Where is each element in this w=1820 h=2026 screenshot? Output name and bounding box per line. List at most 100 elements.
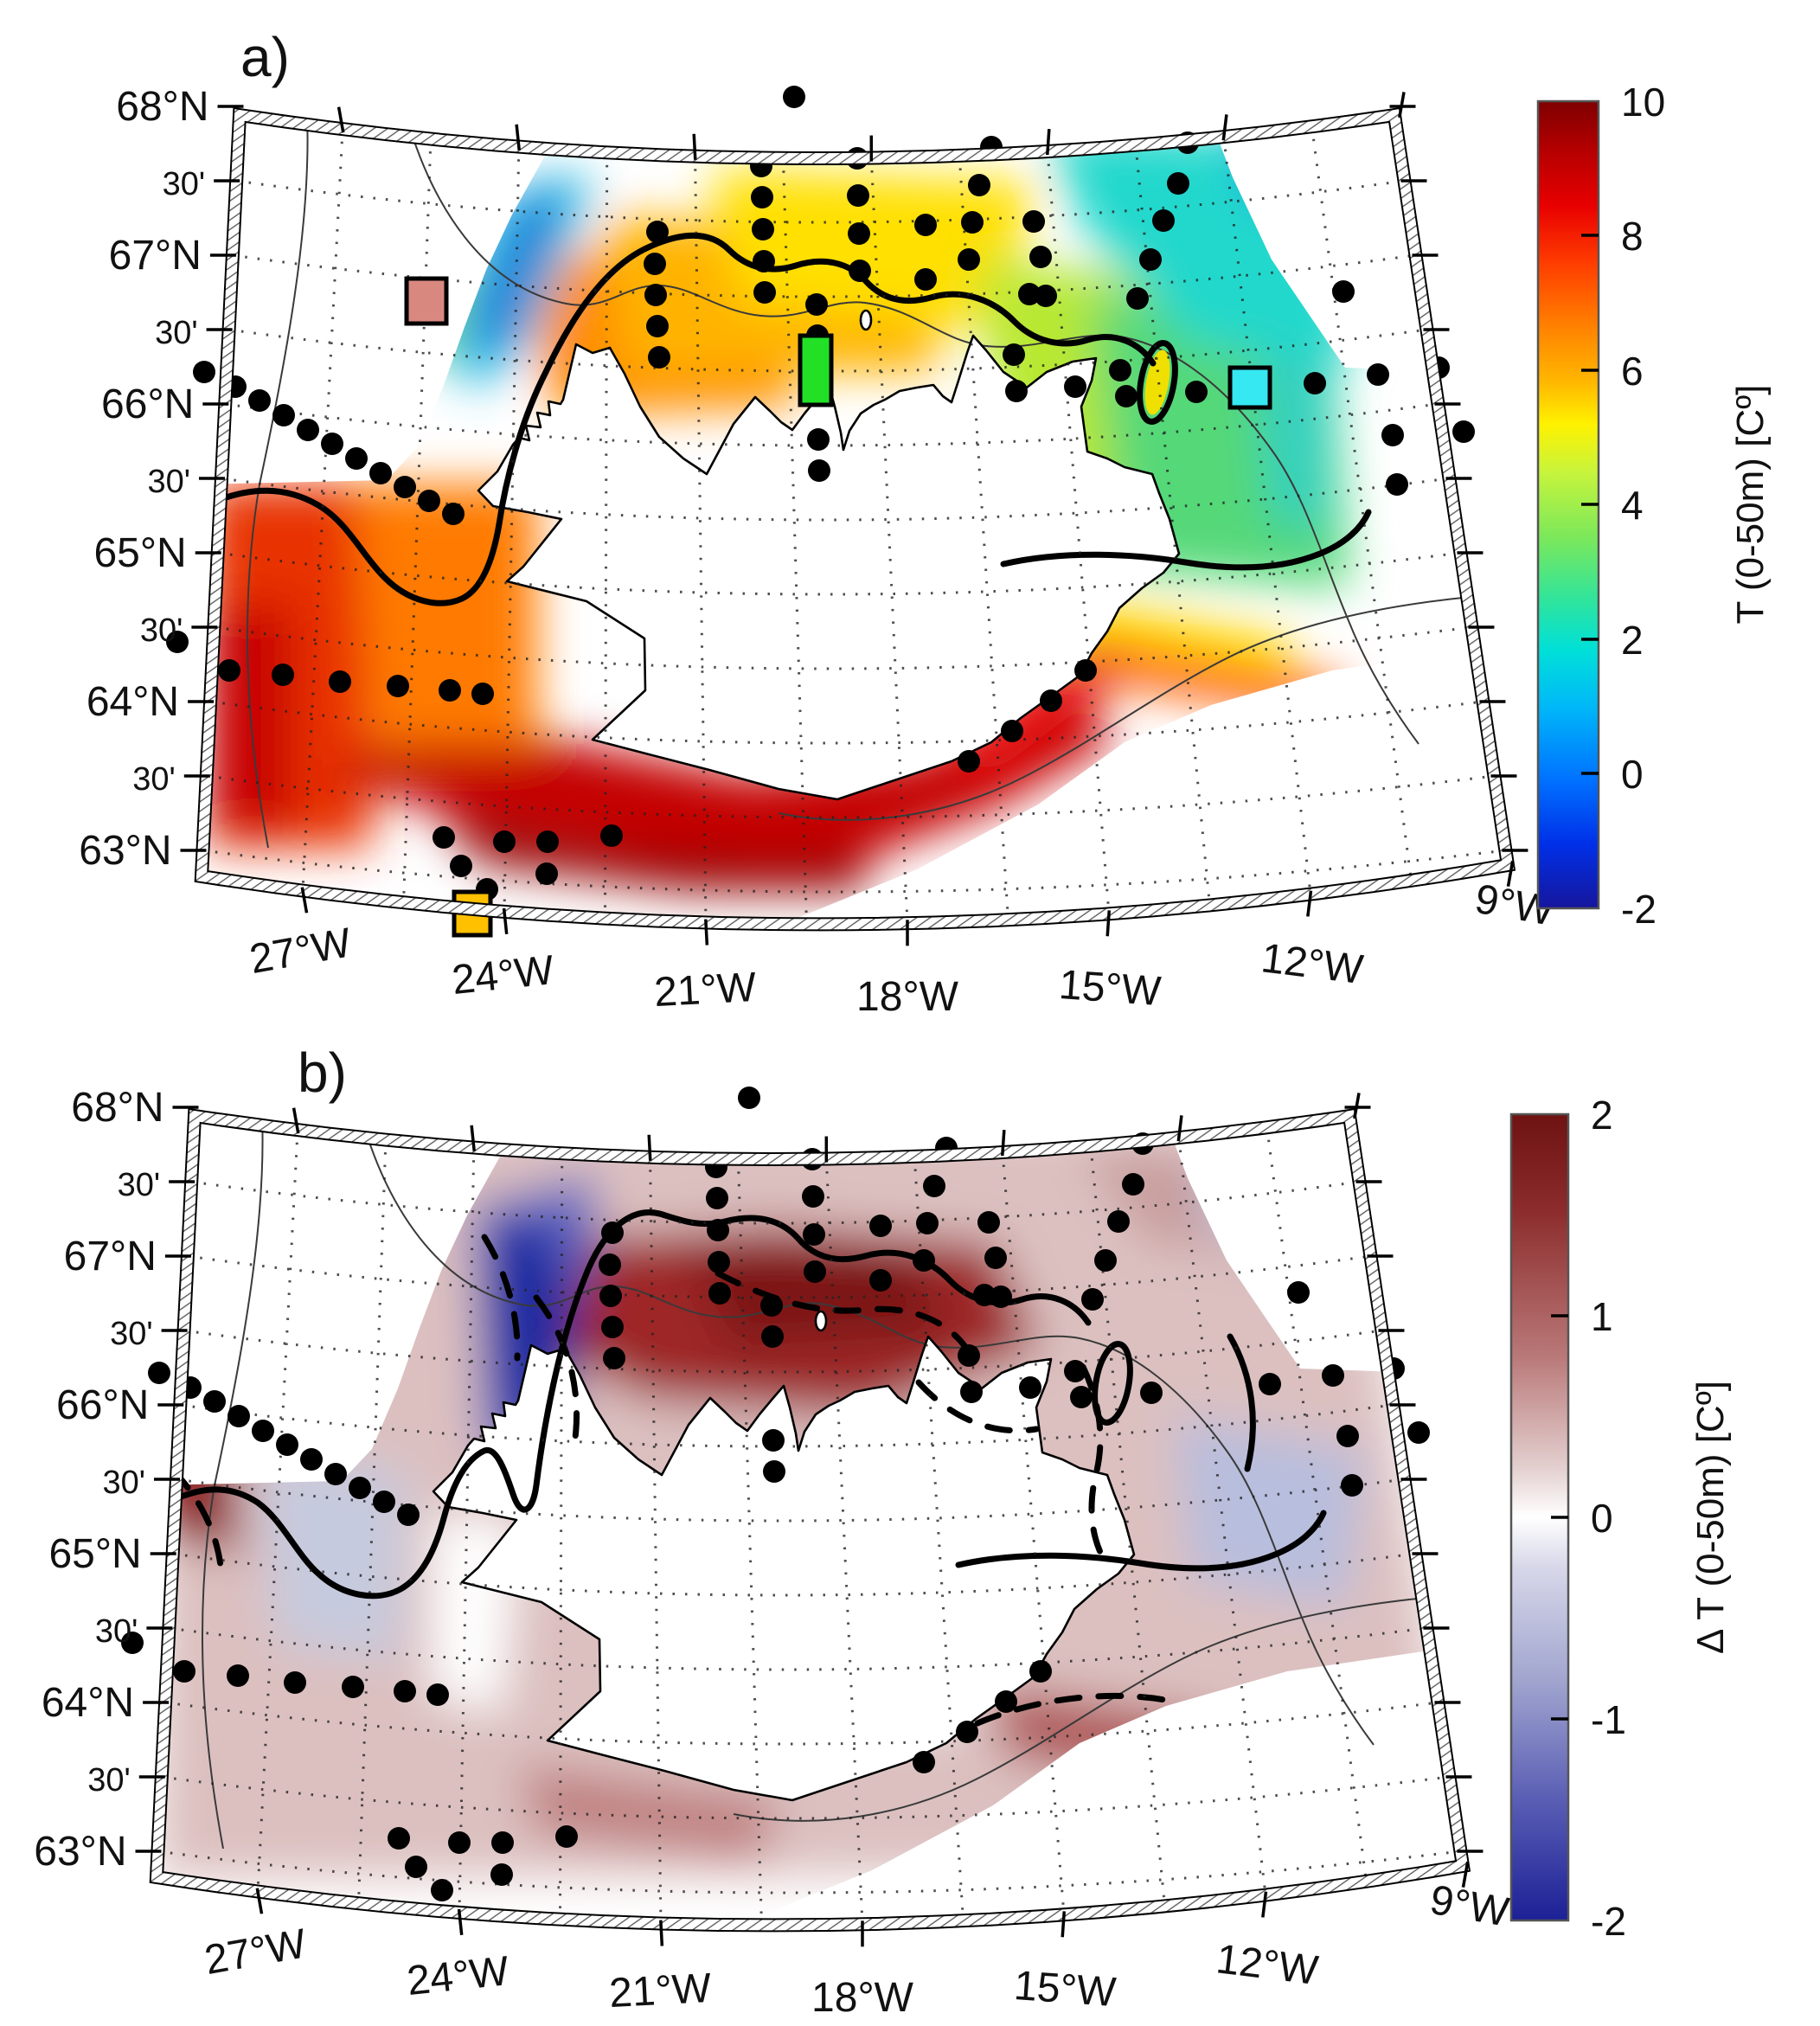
lat-tick-label: 30' bbox=[102, 1465, 145, 1501]
lon-tick-label: 24°W bbox=[450, 947, 556, 1003]
station-dot bbox=[913, 1249, 935, 1272]
station-dot bbox=[1018, 283, 1041, 305]
station-dot bbox=[1167, 172, 1189, 195]
station-dot bbox=[1341, 1474, 1363, 1497]
station-dot bbox=[388, 1827, 410, 1850]
station-dot bbox=[706, 1187, 728, 1209]
station-dot bbox=[960, 1381, 983, 1403]
station-dot bbox=[760, 1294, 783, 1317]
station-dot bbox=[1029, 1660, 1052, 1683]
lon-tick-label: 18°W bbox=[856, 974, 959, 1020]
lat-tick-label: 30' bbox=[118, 1167, 161, 1203]
station-dot bbox=[555, 1825, 578, 1848]
station-dot bbox=[762, 1429, 785, 1452]
station-dot bbox=[536, 830, 559, 853]
station-dot bbox=[805, 293, 828, 316]
station-dot bbox=[121, 1632, 144, 1654]
station-dot bbox=[439, 679, 461, 702]
station-dot bbox=[869, 1269, 892, 1292]
station-dot bbox=[601, 1316, 624, 1338]
station-dot bbox=[1336, 1425, 1359, 1447]
station-dot bbox=[1074, 659, 1097, 682]
lon-tick-label: 15°W bbox=[1057, 962, 1163, 1015]
station-dot bbox=[761, 1325, 784, 1348]
station-dot bbox=[708, 1282, 731, 1305]
station-dot bbox=[272, 664, 294, 686]
station-dot bbox=[1064, 1360, 1086, 1382]
lat-tick-label: 30' bbox=[163, 166, 206, 202]
lat-tick-label: 30' bbox=[147, 464, 190, 500]
pink-square-marker bbox=[404, 276, 449, 326]
station-dot bbox=[276, 1433, 298, 1456]
station-dot bbox=[968, 174, 990, 196]
lat-tick-label: 64°N bbox=[42, 1680, 134, 1726]
station-dot bbox=[1094, 1249, 1117, 1272]
lat-tick-label: 30' bbox=[95, 1613, 138, 1650]
station-dot bbox=[272, 404, 295, 426]
station-dot bbox=[405, 1856, 427, 1878]
station-dot bbox=[644, 284, 667, 306]
station-dot bbox=[977, 1211, 1000, 1234]
station-dot bbox=[958, 750, 980, 773]
station-dot bbox=[394, 476, 416, 498]
station-dot bbox=[646, 221, 669, 243]
lon-tick-label: 27°W bbox=[247, 920, 356, 983]
station-dot bbox=[284, 1671, 306, 1694]
station-dot bbox=[804, 1260, 826, 1283]
station-dots-a bbox=[166, 86, 1475, 901]
station-dot bbox=[753, 281, 776, 304]
station-dot bbox=[297, 419, 319, 441]
panel-a-label: a) bbox=[240, 26, 290, 88]
colorbar-b-title: Δ T (0-50m) [Cº] bbox=[1689, 1381, 1732, 1654]
station-dot bbox=[848, 222, 870, 245]
station-dots-b bbox=[121, 1087, 1430, 1901]
station-dot bbox=[956, 1721, 978, 1743]
cb-b-tick: -1 bbox=[1591, 1697, 1626, 1742]
colorbar-a: 10 8 6 4 2 0 -2 T (0-50m) [Cº] bbox=[1536, 80, 1772, 932]
station-dot bbox=[847, 184, 869, 207]
station-dot bbox=[738, 1087, 760, 1109]
station-dot bbox=[345, 447, 368, 470]
station-dot bbox=[148, 1362, 170, 1384]
station-dot bbox=[203, 1390, 226, 1413]
station-dot bbox=[802, 1185, 824, 1208]
station-dot bbox=[1122, 1173, 1144, 1196]
station-dot bbox=[751, 186, 773, 208]
station-dot bbox=[1005, 380, 1028, 402]
station-dot bbox=[1064, 375, 1086, 398]
station-dot bbox=[1035, 285, 1057, 307]
lon-tick-label: 24°W bbox=[405, 1948, 511, 2004]
station-dot bbox=[648, 346, 670, 369]
panel-b-map: 68°N 30' 67°N 30' 66°N 30' 65°N 30' 64°N 30' 63°N 2… bbox=[34, 1085, 1513, 2021]
station-dot bbox=[324, 1463, 347, 1485]
station-dot bbox=[1407, 1421, 1430, 1444]
station-dot bbox=[1019, 1376, 1041, 1399]
station-dot bbox=[1081, 1288, 1104, 1311]
station-dot bbox=[916, 1212, 939, 1234]
station-dot bbox=[783, 86, 805, 108]
cyan-square-marker bbox=[1227, 365, 1272, 410]
lon-tick-label: 9°W bbox=[1426, 1877, 1513, 1936]
station-dot bbox=[1139, 248, 1162, 271]
station-dot bbox=[448, 1831, 471, 1854]
station-dot bbox=[349, 1477, 371, 1499]
station-dot bbox=[373, 1491, 395, 1513]
panel-a-map: 68°N 30' 67°N 30' 66°N 30' 65°N 30' 64°N 30' 63°N 2… bbox=[79, 84, 1558, 1020]
station-dot bbox=[471, 683, 494, 705]
lon-tick-label: 21°W bbox=[653, 965, 758, 1016]
green-rectangle-marker bbox=[798, 333, 834, 407]
station-dot bbox=[708, 1251, 730, 1273]
lat-tick-label: 63°N bbox=[34, 1829, 126, 1875]
lat-tick-label: 64°N bbox=[87, 679, 179, 725]
station-dot bbox=[433, 826, 455, 849]
station-dot bbox=[1001, 720, 1023, 742]
station-dot bbox=[442, 503, 465, 525]
station-dot bbox=[418, 490, 440, 512]
lat-tick-label: 63°N bbox=[79, 828, 171, 874]
lat-tick-label: 65°N bbox=[93, 530, 186, 576]
cb-b-tick: 2 bbox=[1591, 1093, 1613, 1138]
station-dot bbox=[644, 253, 666, 275]
station-dot bbox=[431, 1879, 453, 1901]
station-dot bbox=[248, 389, 271, 412]
